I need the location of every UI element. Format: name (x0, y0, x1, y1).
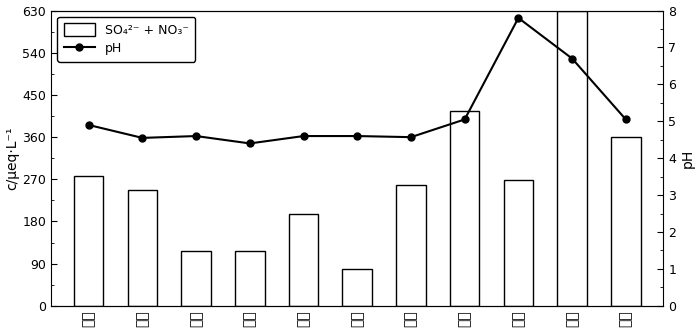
pH (300, 134, 308, 138)
Bar (181, 250, 211, 306)
Bar (450, 111, 480, 306)
Legend: SO₄²⁻ + NO₃⁻, pH: SO₄²⁻ + NO₃⁻, pH (57, 17, 195, 62)
pH (568, 57, 576, 61)
Bar (503, 180, 533, 306)
Bar (611, 137, 640, 306)
Bar (74, 175, 104, 306)
pH (138, 136, 146, 140)
Bar (235, 250, 265, 306)
Y-axis label: pH: pH (680, 149, 694, 168)
pH (407, 135, 415, 139)
pH (85, 123, 93, 127)
Bar (127, 189, 158, 306)
pH (461, 118, 469, 122)
Line: pH: pH (85, 14, 629, 147)
pH (192, 134, 200, 138)
pH (353, 134, 361, 138)
Bar (557, 12, 587, 306)
Bar (396, 185, 426, 306)
Bar (289, 214, 318, 306)
pH (514, 16, 523, 20)
pH (622, 118, 630, 122)
Bar (342, 269, 372, 306)
pH (246, 142, 254, 146)
Y-axis label: c/μeq·L⁻¹: c/μeq·L⁻¹ (6, 127, 20, 190)
